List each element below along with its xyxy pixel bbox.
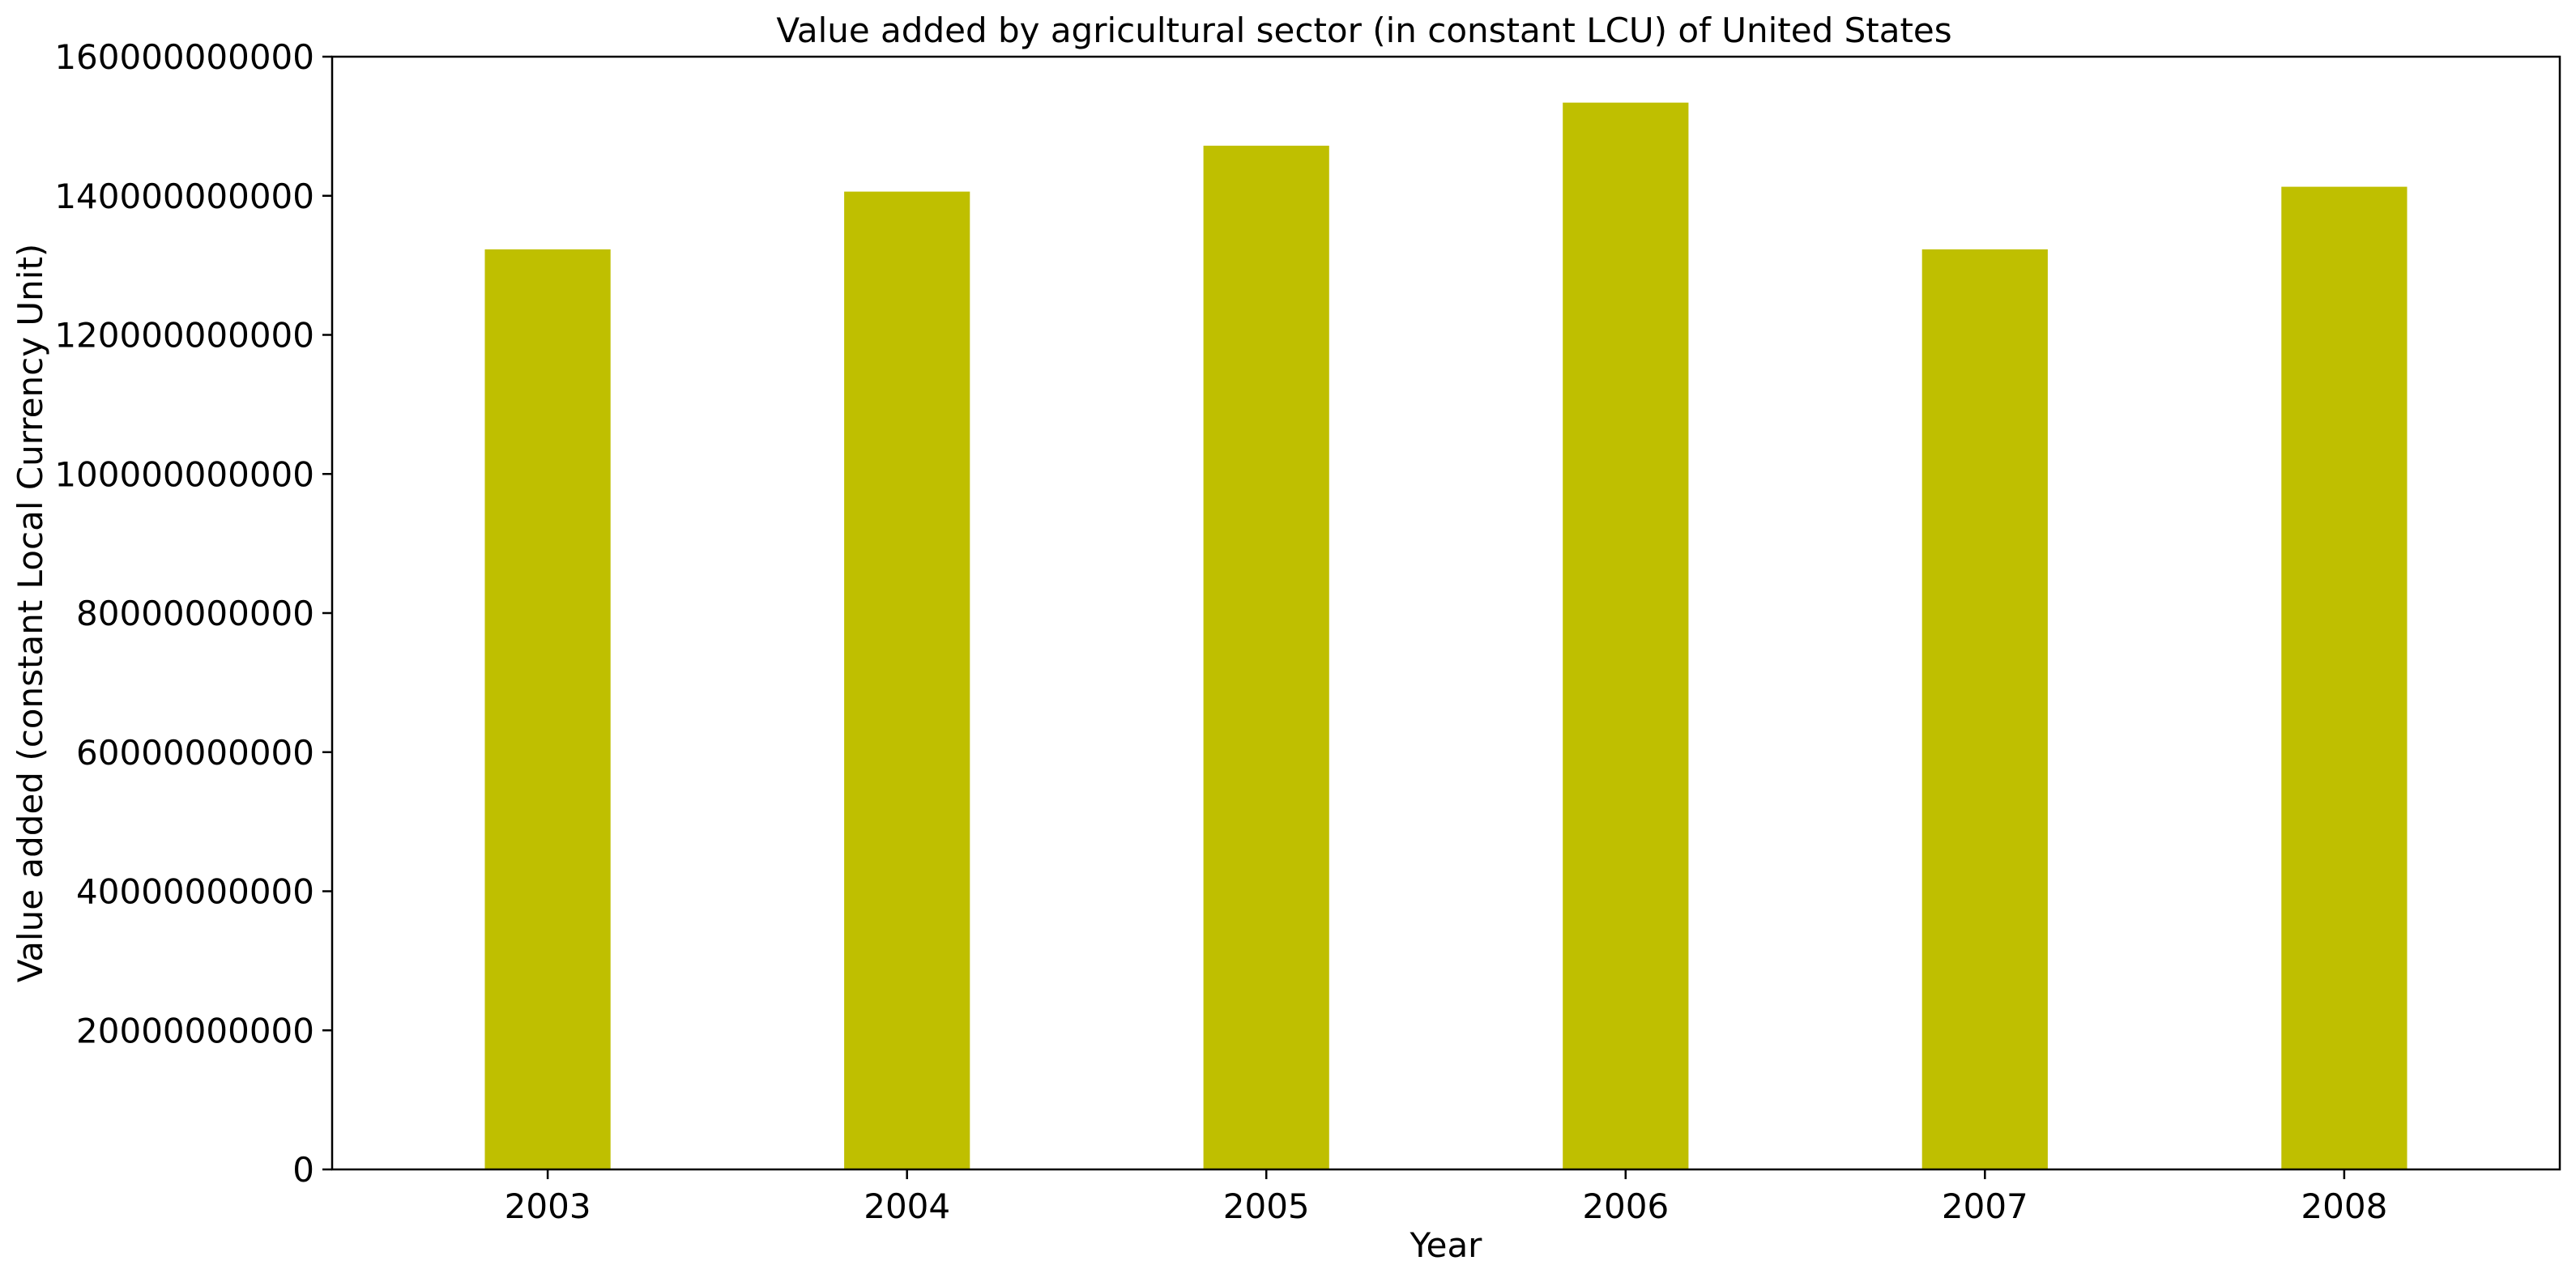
x-axis-ticks: 2003 2004 2005 2006 2007 2008 [505, 1169, 2387, 1226]
bar-2005 [1203, 145, 1329, 1169]
y-tick-label: 20000000000 [76, 1011, 314, 1050]
y-tick-label: 60000000000 [76, 733, 314, 773]
x-tick-label: 2007 [1942, 1186, 2028, 1226]
x-tick-label: 2005 [1223, 1186, 1310, 1226]
y-tick-label: 100000000000 [54, 454, 314, 494]
bar-2003 [484, 249, 611, 1169]
bar-2008 [2281, 186, 2408, 1170]
plot-frame [331, 55, 2561, 1171]
x-tick-label: 2006 [1582, 1186, 1669, 1226]
y-axis-ticks: 0 20000000000 40000000000 60000000000 800000… [54, 37, 332, 1190]
x-tick-label: 2004 [864, 1186, 950, 1226]
x-tick-label: 2008 [2301, 1186, 2387, 1226]
y-tick-label: 140000000000 [54, 177, 314, 216]
y-axis-label: Value added (constant Local Currency Uni… [11, 244, 50, 983]
y-tick-label: 40000000000 [76, 872, 314, 912]
y-tick-label: 160000000000 [54, 37, 314, 77]
x-tick-label: 2003 [505, 1186, 591, 1226]
y-tick-label: 80000000000 [76, 594, 314, 633]
bar-2006 [1563, 102, 1689, 1170]
x-axis-label: Year [1410, 1225, 1483, 1265]
bars [484, 102, 2408, 1170]
bar-2004 [844, 191, 970, 1170]
y-tick-label: 0 [292, 1150, 314, 1190]
chart-title: Value added by agricultural sector (in c… [776, 11, 1951, 50]
y-tick-label: 120000000000 [54, 316, 314, 356]
bar-2007 [1921, 249, 2048, 1169]
